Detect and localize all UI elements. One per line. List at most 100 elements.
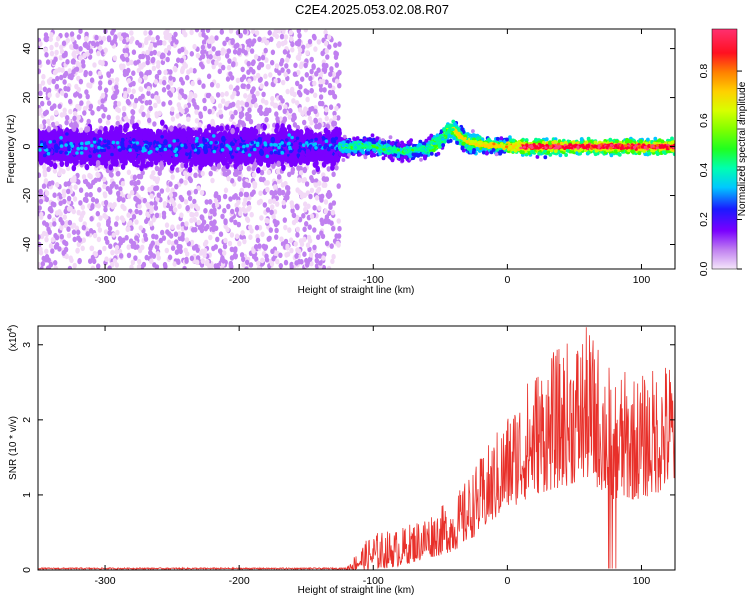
spectrogram-cell [81, 210, 86, 216]
spectrogram-cell [88, 103, 94, 110]
spectrogram-cell [144, 39, 149, 46]
spectrogram-cell [141, 261, 147, 268]
spectrogram-cell [72, 196, 78, 202]
spectrogram-heatmap [38, 29, 675, 269]
spectrogram-cell [189, 217, 194, 224]
spectrogram-cell [212, 165, 217, 172]
spectrogram-cell [71, 58, 76, 64]
spectrogram-cell [330, 209, 336, 216]
spectrogram-cell [317, 205, 322, 211]
spectrogram-cell [322, 176, 328, 183]
spectrogram-cell [299, 241, 305, 247]
spectrogram-cell [323, 40, 329, 47]
spectrogram-cell [245, 115, 250, 122]
spectrogram-cell [194, 211, 199, 217]
spectrogram-cell [268, 227, 273, 233]
spectrogram-cell [205, 29, 211, 33]
spectrogram-cell [153, 42, 158, 48]
spectrogram-cell [263, 47, 268, 54]
spectrogram-cell [264, 116, 269, 123]
spectrogram-cell [166, 239, 172, 246]
spectrogram-cell [211, 202, 216, 209]
spectrogram-cell [42, 220, 47, 226]
spectrogram-cell [71, 69, 76, 75]
spectrogram-cell [297, 47, 303, 53]
spectrogram-cell [247, 204, 252, 211]
spectrogram-cell [63, 92, 69, 99]
spectrogram-cell [168, 181, 173, 187]
spectrogram-cell [85, 93, 90, 100]
spectrogram-cell [54, 41, 59, 48]
spectrogram-cell [277, 174, 282, 180]
spectrogram-cell [307, 246, 312, 253]
spectrogram-cell [315, 165, 321, 172]
spectrogram-cell [197, 122, 202, 128]
spectrogram-cell [88, 159, 94, 167]
spectrogram-cell [59, 44, 64, 51]
spectrogram-cell [320, 193, 325, 200]
spectrogram-cell [90, 204, 95, 210]
spectrogram-cell [226, 169, 232, 175]
spectrogram-cell [125, 56, 130, 63]
spectrogram-cell [130, 259, 136, 266]
spectrogram-cell [279, 236, 284, 242]
spectrogram-cell [103, 106, 108, 113]
spectrogram-cell [103, 235, 109, 242]
spectrogram-cell [238, 191, 244, 197]
spectrogram-cell [316, 39, 321, 45]
spectrogram-cell [57, 171, 62, 177]
spectrogram-cell [84, 42, 89, 49]
spectrogram-cell [302, 192, 307, 199]
spectrogram-cell [201, 32, 206, 38]
spectrogram-cell [283, 238, 289, 245]
spectrogram-cell [253, 54, 259, 60]
spectrogram-cell [68, 121, 74, 128]
spectrogram-cell [103, 229, 109, 235]
spectrogram-cell [39, 211, 44, 218]
spectrogram-cell [249, 191, 255, 197]
spectrogram-cell [255, 90, 260, 97]
spectrogram-cell [114, 244, 120, 251]
spectrogram-cell [326, 265, 332, 269]
spectrogram-cell [324, 214, 330, 220]
spectrogram-cell [38, 68, 41, 74]
spectrogram-cell [129, 93, 134, 100]
spectrogram-cell [75, 247, 80, 254]
spectrogram-cell [97, 249, 103, 256]
spectrogram-cell [307, 38, 313, 45]
spectrogram-cell [242, 201, 247, 207]
spectrogram-cell [89, 77, 95, 83]
spectrogram-cell [170, 224, 175, 230]
spectrogram-cell [278, 95, 283, 101]
spectrogram-cell [144, 254, 149, 261]
spectrogram-cell [244, 266, 249, 269]
spectrogram-cell [274, 111, 279, 117]
spectrogram-cell [72, 236, 77, 243]
spectrogram-cell [220, 213, 225, 220]
spectrogram-cell [129, 180, 134, 186]
spectrogram-cell [293, 62, 298, 69]
spectrogram-cell [297, 189, 302, 196]
spectrogram-cell [300, 110, 305, 117]
spectrogram-cell [193, 188, 198, 195]
spectrogram-cell [207, 108, 212, 115]
spectrogram-cell [195, 104, 200, 111]
spectrogram-cell [162, 40, 167, 46]
spectrogram-cell [291, 98, 296, 104]
spectrogram-cell [226, 175, 231, 182]
spectrogram-cell [131, 70, 136, 76]
spectrogram-cell [61, 192, 67, 199]
spectrogram-cell [285, 57, 290, 63]
spectrogram-cell [299, 61, 304, 67]
spectrogram-cell [246, 83, 251, 90]
spectrogram-cell [240, 83, 245, 89]
spectrogram-cell [164, 222, 170, 228]
spectrogram-cell [287, 171, 292, 178]
spectrogram-cell [120, 163, 126, 170]
spectrogram-cell [284, 252, 289, 258]
spectrogram-cell [138, 71, 144, 77]
spectrogram-cell [54, 83, 60, 90]
spectrogram-cell [223, 187, 229, 194]
spectrogram-cell [52, 69, 58, 76]
spectrogram-cell [84, 197, 89, 204]
